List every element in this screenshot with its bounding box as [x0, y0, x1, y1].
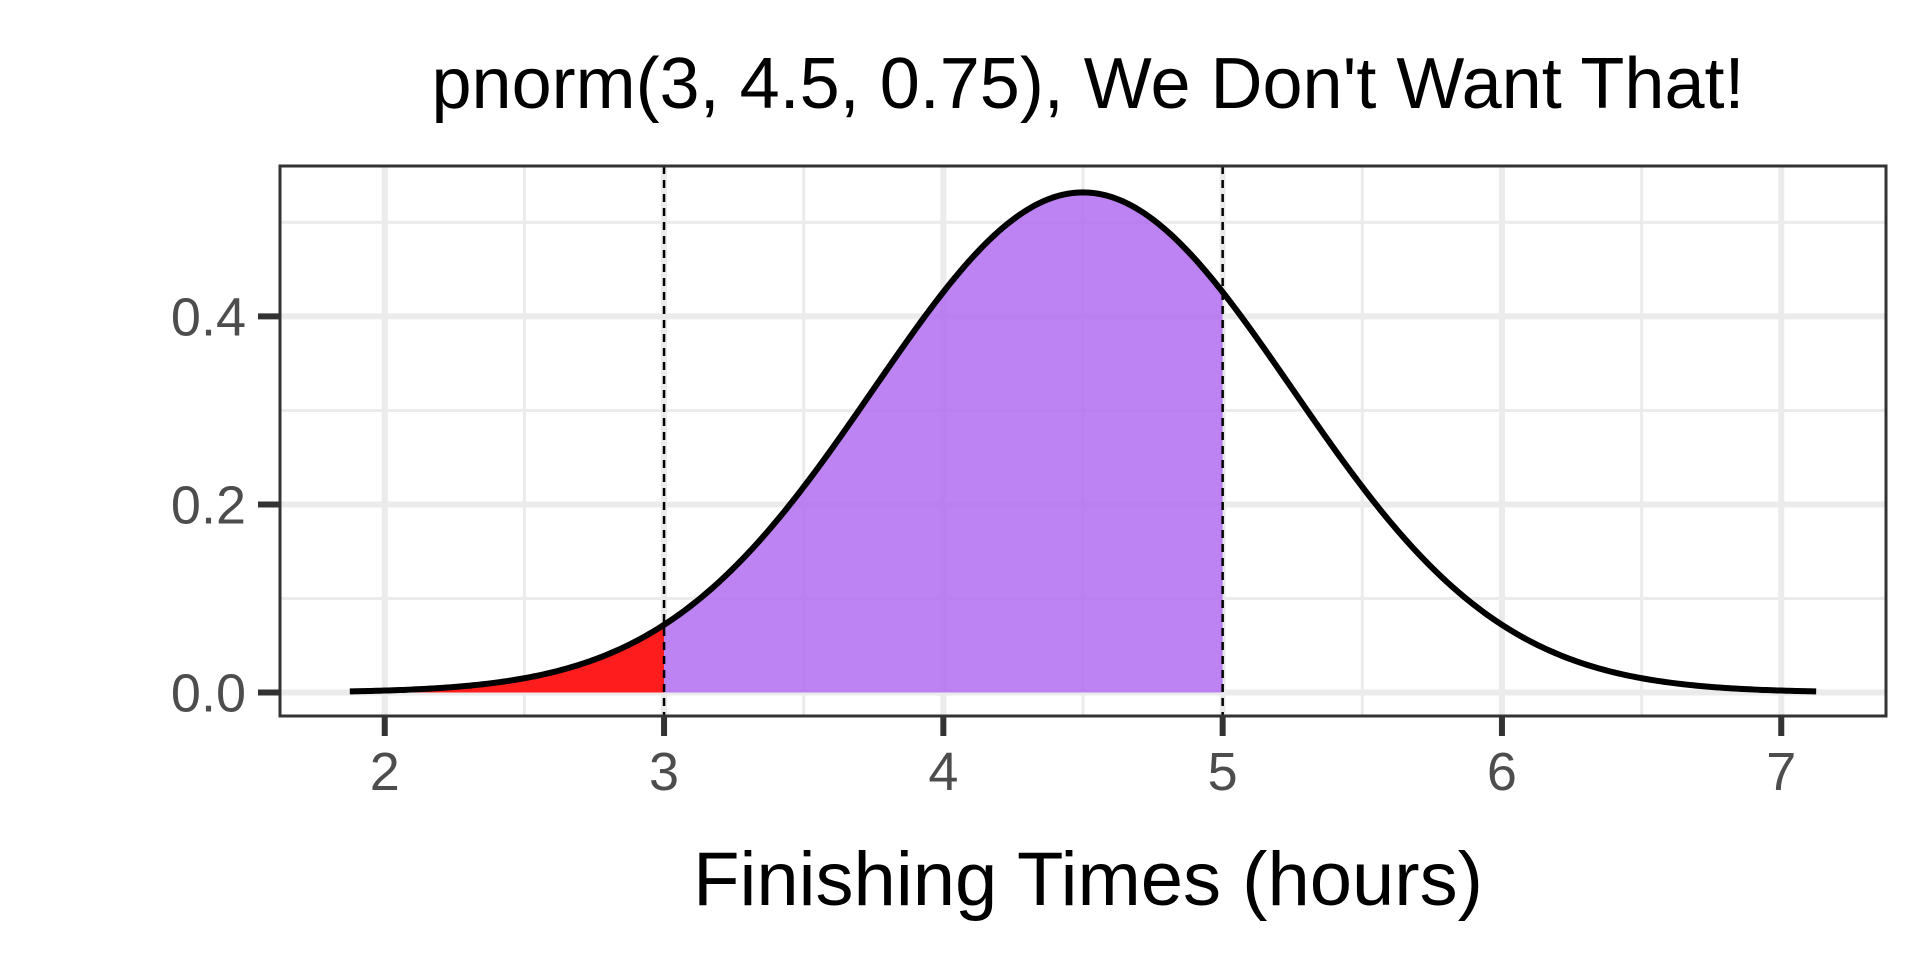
y-tick-label: 0.0 [171, 663, 246, 723]
shaded-region-1 [349, 624, 665, 693]
chart-title: pnorm(3, 4.5, 0.75), We Don't Want That! [431, 44, 1744, 124]
panel-border [278, 164, 1888, 718]
y-tick-label: 0.4 [171, 287, 246, 347]
x-tick-label: 4 [928, 742, 958, 802]
x-tick-label: 7 [1766, 742, 1796, 802]
x-axis-label: Finishing Times (hours) [693, 837, 1483, 922]
x-tick-label: 5 [1208, 742, 1238, 802]
density-curve [349, 189, 1817, 695]
shaded-region-2 [664, 192, 1223, 693]
x-tick-label: 2 [370, 742, 400, 802]
plot-panel: 2 3 4 5 6 7 0.0 0.2 0.4 [171, 164, 1888, 802]
x-tick-label: 6 [1487, 742, 1517, 802]
x-tick-label: 3 [649, 742, 679, 802]
y-tick-label: 0.2 [171, 475, 246, 535]
